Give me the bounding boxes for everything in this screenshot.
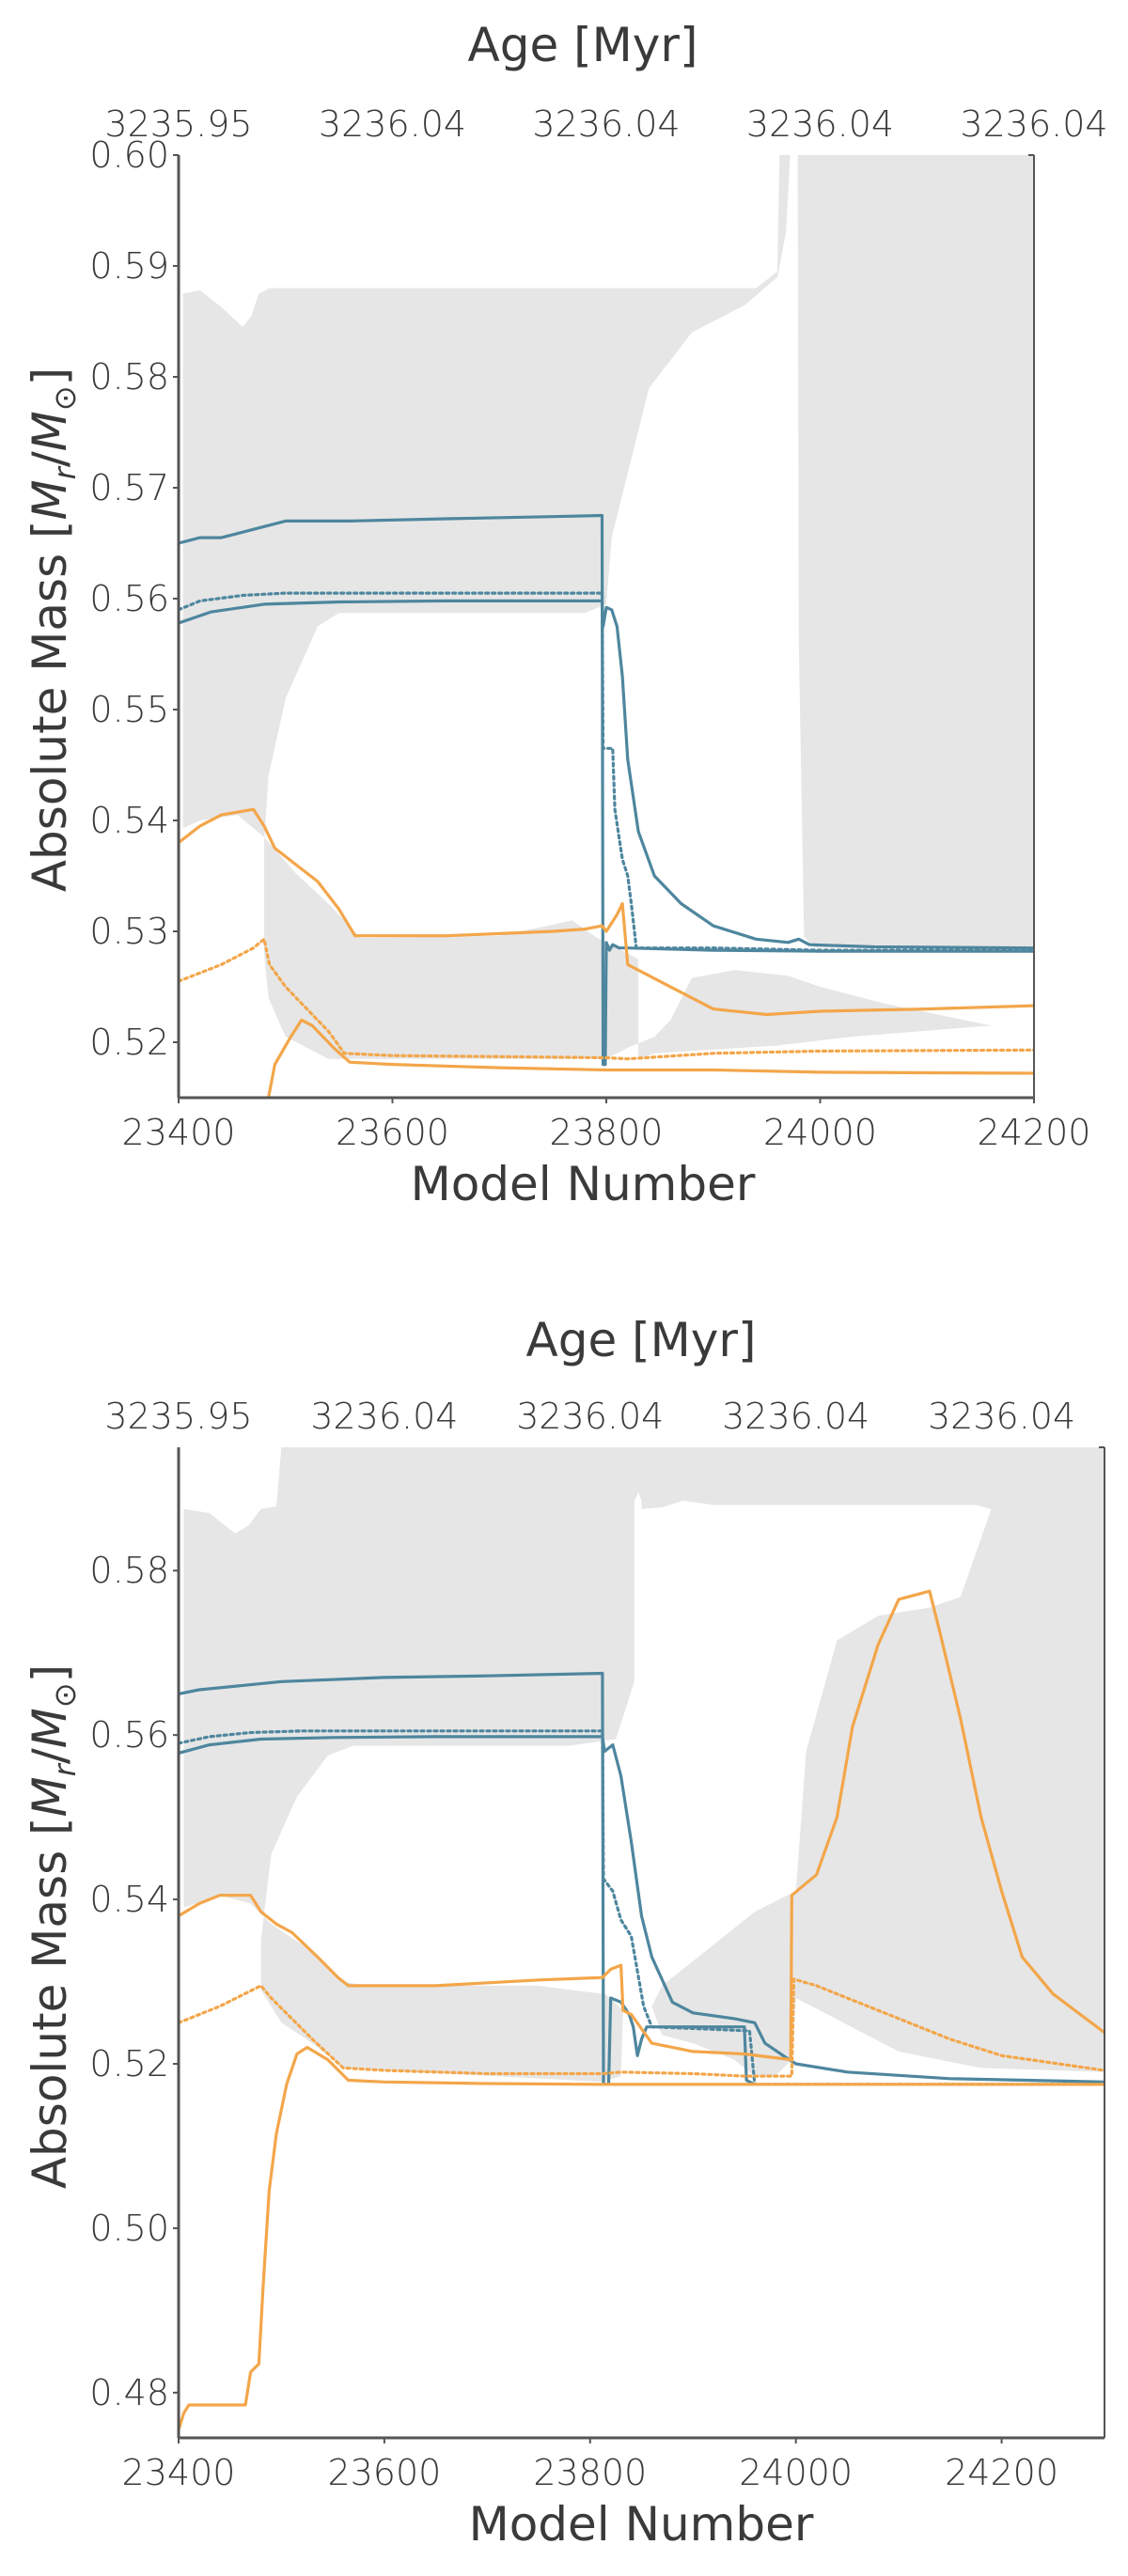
age-tick-label-3: 3236.04 [746,103,894,145]
x-tick-label-2: 23800 [533,2452,647,2493]
age-tick-label-4: 3236.04 [928,1396,1075,1437]
bottom-panel-age-axis-label: Age [Myr] [526,1313,757,1367]
bottom-panel-x-axis-label: Model Number [469,2497,814,2552]
series-line-0 [179,1671,611,2086]
x-tick-label-4: 24200 [945,2452,1058,2493]
y-tick-label-5: 0.58 [89,1550,169,1591]
y-tick-label-6: 0.58 [89,356,169,398]
series-line-6 [179,2045,1104,2431]
convective-region-0 [179,1447,1104,2083]
age-tick-label-2: 3236.04 [532,103,680,145]
x-tick-label-3: 24000 [739,2452,853,2493]
series-line-1 [179,1729,1104,2086]
plot-area [179,1447,1104,2431]
y-tick-label-2: 0.52 [89,2043,169,2084]
series-line-3 [603,941,1034,1067]
y-tick-label-0: 0.52 [89,1022,169,1063]
bottom-panel: Age [Myr] Model Number Absolute Mass [Mr… [23,1313,1105,2552]
series-line-6 [267,1018,1034,1098]
age-tick-label-2: 3236.04 [516,1396,664,1437]
y-tick-label-4: 0.56 [89,1714,169,1756]
y-tick-label-2: 0.54 [89,800,169,841]
y-tick-label-3: 0.54 [89,1879,169,1920]
y-tick-label-3: 0.55 [89,689,169,730]
series-line-5 [179,937,1034,1061]
x-tick-label-2: 23800 [550,1112,664,1153]
top-panel: Age [Myr] Model Number Absolute Mass [Mr… [23,18,1108,1211]
x-tick-label-1: 23600 [327,2452,441,2493]
series-line-4 [179,807,1034,1017]
age-tick-label-0: 3235.95 [104,1396,252,1437]
bottom-panel-y-axis-label: Absolute Mass [Mr/M⊙] [23,1664,83,2189]
series-line-2 [179,599,1034,950]
age-tick-label-4: 3236.04 [960,103,1107,145]
y-tick-label-5: 0.57 [89,467,169,508]
age-tick-label-3: 3236.04 [722,1396,870,1437]
y-tick-label-7: 0.59 [89,245,169,287]
top-panel-y-axis-label: Absolute Mass [Mr/M⊙] [23,367,83,892]
y-tick-label-1: 0.50 [89,2208,169,2249]
top-panel-x-axis-label: Model Number [411,1157,756,1211]
series-line-5 [179,1977,1104,2078]
plot-area [179,155,1034,1098]
y-tick-label-0: 0.48 [89,2372,169,2413]
top-panel-age-axis-label: Age [Myr] [468,18,698,72]
x-tick-label-1: 23600 [336,1112,449,1153]
x-tick-label-4: 24200 [978,1112,1091,1153]
x-tick-label-0: 23400 [122,2452,236,2493]
y-tick-label-1: 0.53 [89,911,169,952]
age-tick-label-0: 3235.95 [104,103,252,145]
series-line-4 [179,1589,1104,2062]
x-tick-label-3: 24000 [763,1112,877,1153]
age-tick-label-1: 3236.04 [319,103,466,145]
y-tick-label-4: 0.56 [89,578,169,619]
y-tick-label-8: 0.60 [89,134,169,176]
x-tick-label-0: 23400 [122,1112,236,1153]
convective-region-0 [179,155,1034,1059]
series-line-3 [606,1996,757,2086]
age-tick-label-1: 3236.04 [310,1396,458,1437]
